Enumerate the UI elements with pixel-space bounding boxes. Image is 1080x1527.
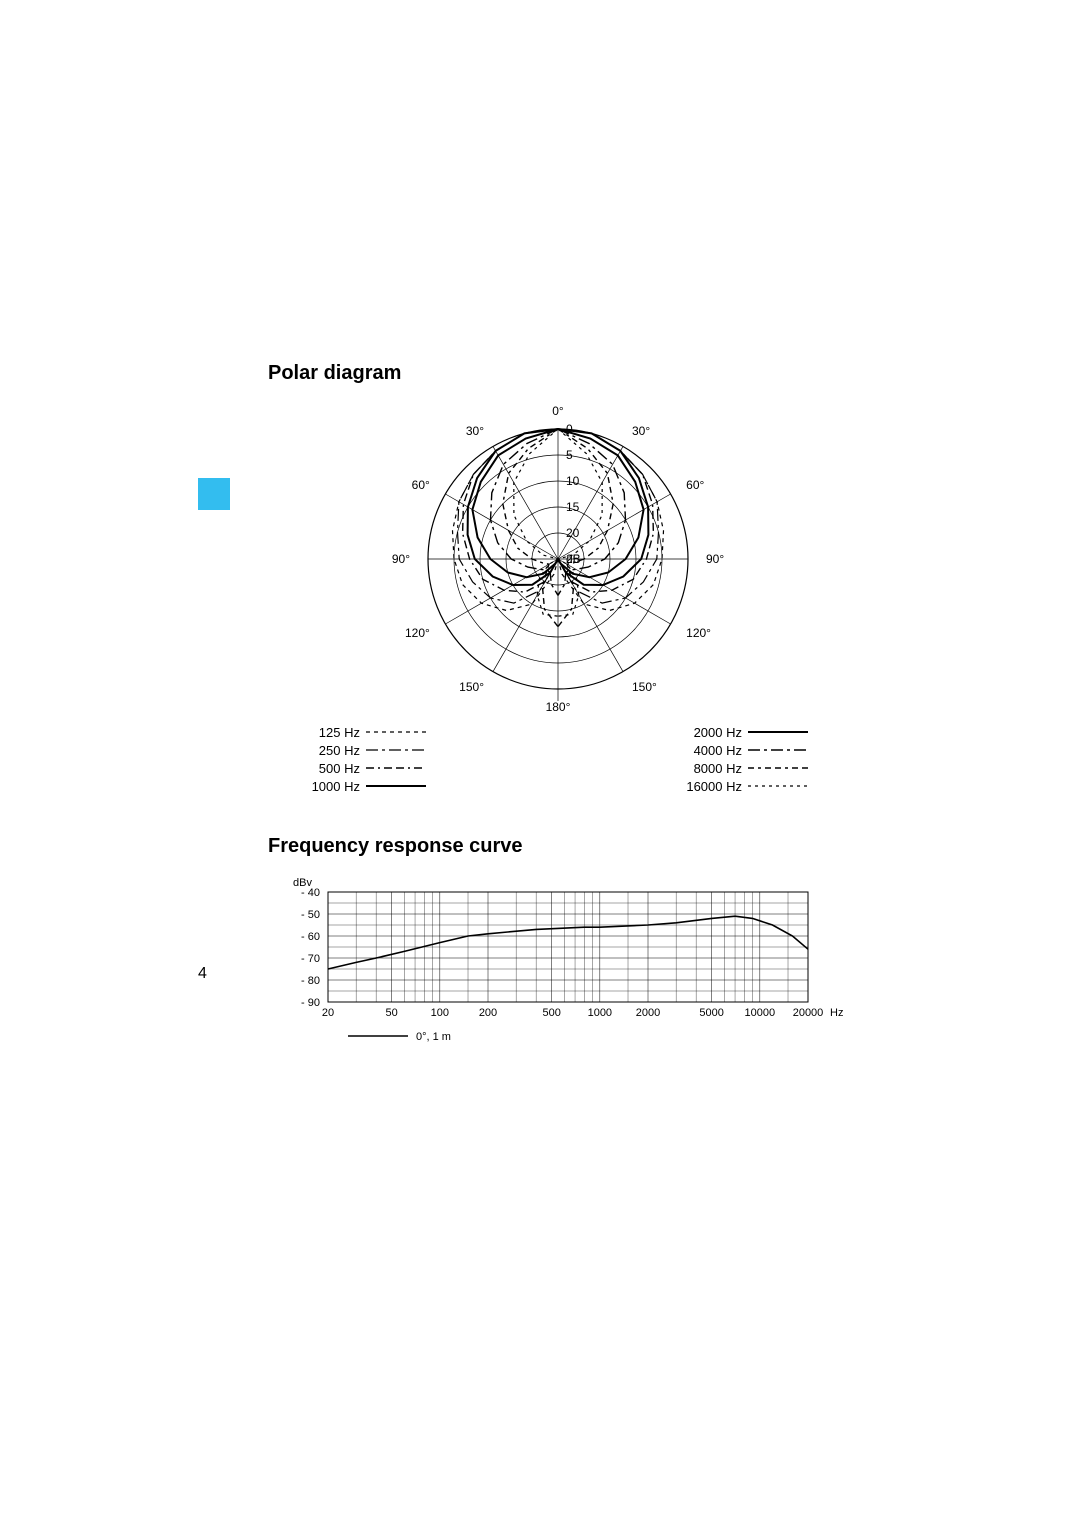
legend-line-sample (366, 725, 426, 739)
svg-text:10: 10 (566, 474, 580, 488)
legend-item: 250 Hz (288, 741, 426, 759)
legend-item: 8000 Hz (670, 759, 808, 777)
legend-item: 500 Hz (288, 759, 426, 777)
svg-text:30°: 30° (466, 424, 484, 438)
svg-text:- 80: - 80 (301, 975, 320, 987)
polar-legend-right: 2000 Hz 4000 Hz 8000 Hz 16000 Hz (670, 723, 808, 795)
freq-response-chart: 20501002005001000200050001000020000- 40-… (268, 872, 848, 1062)
polar-diagram: 0510152025dB0°30°30°60°60°90°90°120°120°… (278, 399, 838, 719)
svg-text:150°: 150° (459, 680, 484, 694)
legend-label: 2000 Hz (670, 725, 748, 740)
polar-title: Polar diagram (268, 362, 908, 385)
svg-text:200: 200 (479, 1007, 497, 1019)
svg-text:120°: 120° (405, 626, 430, 640)
svg-text:dBv: dBv (293, 877, 312, 889)
legend-line-sample (366, 743, 426, 757)
svg-text:30°: 30° (632, 424, 650, 438)
legend-line-sample (748, 743, 808, 757)
svg-text:180°: 180° (546, 700, 571, 714)
legend-label: 1000 Hz (288, 779, 366, 794)
legend-line-sample (748, 725, 808, 739)
svg-text:0°: 0° (552, 404, 564, 418)
legend-line-sample (748, 779, 808, 793)
svg-text:15: 15 (566, 500, 580, 514)
legend-item: 16000 Hz (670, 777, 808, 795)
legend-item: 1000 Hz (288, 777, 426, 795)
polar-legend: 125 Hz 250 Hz 500 Hz 1000 Hz 2000 Hz 4000 Hz… (288, 723, 808, 795)
svg-text:90°: 90° (706, 552, 724, 566)
legend-label: 16000 Hz (670, 779, 748, 794)
svg-text:2000: 2000 (636, 1007, 660, 1019)
legend-label: 8000 Hz (670, 761, 748, 776)
svg-text:90°: 90° (392, 552, 410, 566)
svg-text:- 70: - 70 (301, 953, 320, 965)
svg-text:- 90: - 90 (301, 997, 320, 1009)
polar-section: Polar diagram 0510152025dB0°30°30°60°60°… (268, 362, 908, 795)
legend-item: 2000 Hz (670, 723, 808, 741)
legend-line-sample (748, 761, 808, 775)
svg-text:60°: 60° (686, 478, 704, 492)
legend-label: 500 Hz (288, 761, 366, 776)
svg-text:100: 100 (431, 1007, 449, 1019)
svg-text:0°, 1 m: 0°, 1 m (416, 1031, 451, 1043)
svg-text:60°: 60° (412, 478, 430, 492)
page-content: Polar diagram 0510152025dB0°30°30°60°60°… (268, 362, 908, 1062)
freq-section: Frequency response curve 20 50 100 200 500 10… (268, 835, 908, 1062)
svg-text:10000: 10000 (745, 1007, 776, 1019)
legend-label: 125 Hz (288, 725, 366, 740)
svg-text:20000: 20000 (793, 1007, 824, 1019)
page-number: 4 (198, 965, 207, 983)
legend-line-sample (366, 761, 426, 775)
section-marker (198, 478, 230, 510)
svg-text:120°: 120° (686, 626, 711, 640)
svg-text:150°: 150° (632, 680, 657, 694)
legend-item: 4000 Hz (670, 741, 808, 759)
legend-line-sample (366, 779, 426, 793)
svg-text:- 50: - 50 (301, 909, 320, 921)
svg-text:1000: 1000 (588, 1007, 612, 1019)
svg-text:5000: 5000 (699, 1007, 723, 1019)
svg-text:20: 20 (322, 1007, 334, 1019)
freq-title: Frequency response curve (268, 835, 908, 858)
legend-label: 250 Hz (288, 743, 366, 758)
legend-label: 4000 Hz (670, 743, 748, 758)
svg-text:- 60: - 60 (301, 931, 320, 943)
svg-text:50: 50 (386, 1007, 398, 1019)
svg-text:500: 500 (542, 1007, 560, 1019)
polar-legend-left: 125 Hz 250 Hz 500 Hz 1000 Hz (288, 723, 426, 795)
svg-text:5: 5 (566, 448, 573, 462)
svg-text:Hz: Hz (830, 1007, 843, 1019)
legend-item: 125 Hz (288, 723, 426, 741)
